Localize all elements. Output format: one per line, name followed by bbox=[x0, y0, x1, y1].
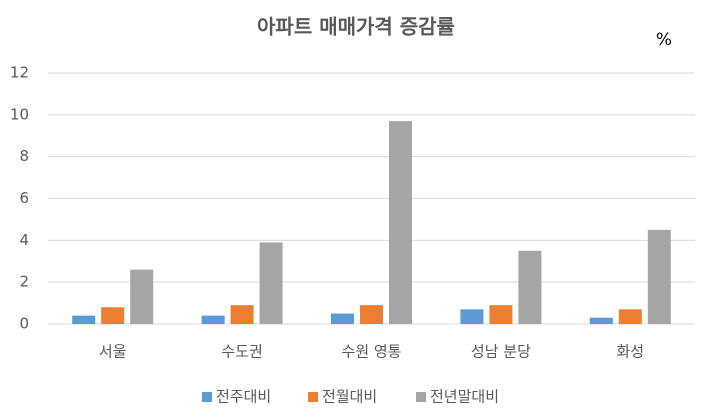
bar bbox=[230, 305, 254, 324]
bar bbox=[331, 313, 354, 324]
y-tick-label: 12 bbox=[10, 64, 29, 82]
bar bbox=[389, 121, 412, 324]
x-tick-label: 수도권 bbox=[221, 343, 262, 361]
legend-label: 전년말대비 bbox=[430, 388, 499, 406]
legend-swatch bbox=[416, 392, 426, 402]
bar bbox=[460, 309, 484, 324]
legend-label: 전주대비 bbox=[216, 388, 271, 406]
bar bbox=[647, 229, 671, 324]
bar bbox=[201, 315, 225, 324]
y-tick-label: 0 bbox=[19, 315, 29, 333]
legend-label: 전월대비 bbox=[322, 388, 377, 406]
bar bbox=[618, 309, 642, 324]
bar bbox=[259, 242, 283, 324]
bar bbox=[130, 269, 154, 324]
x-tick-label: 성남 분당 bbox=[471, 343, 531, 361]
bar bbox=[101, 307, 125, 324]
y-tick-label: 10 bbox=[10, 105, 29, 123]
y-tick-label: 8 bbox=[19, 147, 29, 165]
y-tick-label: 4 bbox=[19, 231, 29, 249]
x-tick-label: 화성 bbox=[616, 343, 644, 361]
bar bbox=[72, 315, 96, 324]
x-tick-label: 서울 bbox=[99, 343, 127, 361]
bar bbox=[589, 317, 613, 324]
x-tick-label: 수원 영통 bbox=[342, 343, 402, 361]
legend-swatch bbox=[308, 392, 318, 402]
bar bbox=[360, 305, 383, 324]
chart-title: 아파트 매매가격 증감률 bbox=[257, 15, 455, 39]
bar bbox=[518, 250, 542, 324]
y-tick-label: 6 bbox=[19, 189, 29, 207]
legend-swatch bbox=[202, 392, 212, 402]
bar bbox=[489, 305, 513, 324]
y-unit: % bbox=[656, 30, 672, 50]
y-tick-label: 2 bbox=[19, 273, 29, 291]
